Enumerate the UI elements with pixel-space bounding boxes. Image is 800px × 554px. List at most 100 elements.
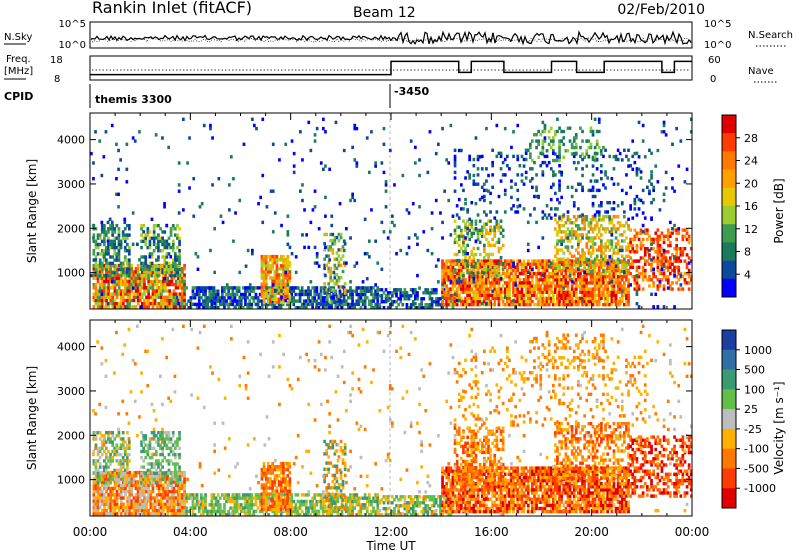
power-data-cell — [323, 242, 326, 246]
power-data-cell — [430, 306, 434, 310]
power-colorbar-label-5: 8 — [744, 246, 751, 259]
power-data-cell — [115, 142, 118, 146]
power-data-cell — [113, 286, 117, 290]
power-data-cell — [531, 293, 534, 297]
power-data-cell — [164, 301, 167, 306]
power-data-cell — [552, 139, 555, 143]
vel-data-cell — [94, 474, 98, 478]
power-data-cell — [160, 295, 163, 299]
power-data-cell — [128, 263, 132, 268]
power-data-cell — [109, 245, 112, 250]
power-data-cell — [618, 221, 622, 225]
power-data-cell — [136, 292, 140, 296]
power-data-cell — [485, 213, 488, 217]
power-data-cell — [124, 286, 127, 290]
power-data-cell — [227, 286, 230, 290]
power-data-cell — [275, 291, 279, 295]
power-data-cell — [560, 290, 563, 294]
power-data-cell — [483, 268, 486, 272]
power-data-cell — [464, 265, 467, 269]
power-data-cell — [292, 164, 296, 168]
power-data-cell — [470, 271, 474, 275]
power-data-cell — [585, 271, 589, 276]
power-data-cell — [529, 284, 532, 288]
vel-data-cell — [122, 505, 125, 510]
power-data-cell — [558, 183, 561, 187]
power-data-cell — [574, 299, 578, 304]
power-data-cell — [564, 263, 568, 267]
power-data-cell — [570, 152, 574, 156]
power-data-cell — [474, 302, 478, 307]
power-data-cell — [585, 281, 589, 285]
power-data-cell — [543, 302, 547, 307]
power-data-cell — [447, 290, 451, 294]
power-data-cell — [543, 123, 547, 128]
power-data-cell — [604, 186, 607, 190]
power-data-cell — [664, 133, 668, 137]
power-data-cell — [606, 284, 609, 288]
power-data-cell — [115, 267, 119, 271]
power-data-cell — [574, 133, 578, 137]
power-data-cell — [434, 198, 438, 203]
power-data-cell — [144, 264, 148, 269]
power-data-cell — [273, 306, 277, 310]
power-data-cell — [460, 183, 463, 187]
power-data-cell — [329, 245, 333, 249]
power-data-cell — [171, 242, 175, 247]
power-data-cell — [685, 167, 689, 171]
power-data-cell — [641, 275, 645, 279]
power-data-cell — [336, 299, 340, 303]
power-data-cell — [591, 129, 595, 134]
power-data-cell — [131, 286, 135, 290]
power-data-cell — [675, 259, 678, 263]
power-data-cell — [167, 236, 171, 240]
power-data-cell — [437, 303, 440, 307]
power-data-cell — [447, 268, 451, 273]
power-data-cell — [181, 295, 184, 299]
power-data-cell — [142, 255, 145, 259]
power-data-cell — [181, 276, 184, 280]
power-data-cell — [566, 215, 570, 219]
power-data-cell — [115, 292, 119, 296]
power-data-cell — [466, 227, 469, 231]
power-data-cell — [165, 223, 168, 228]
power-data-cell — [533, 290, 536, 294]
power-data-cell — [587, 145, 591, 150]
power-data-cell — [512, 259, 515, 263]
vel-data-cell — [96, 502, 100, 506]
power-data-cell — [635, 234, 639, 238]
power-data-cell — [562, 266, 566, 270]
power-data-cell — [581, 302, 584, 307]
power-data-cell — [337, 232, 341, 237]
vel-data-cell — [126, 470, 129, 475]
vel-data-cell — [128, 489, 132, 494]
power-data-cell — [508, 296, 511, 301]
vel-data-cell — [111, 508, 115, 513]
power-data-cell — [341, 245, 345, 249]
power-data-cell — [552, 173, 555, 178]
power-data-cell — [643, 155, 647, 159]
power-data-cell — [560, 173, 563, 177]
power-data-cell — [478, 302, 482, 307]
power-data-cell — [109, 270, 113, 274]
power-data-cell — [537, 195, 540, 200]
power-data-cell — [545, 265, 549, 269]
power-data-cell — [109, 298, 113, 303]
power-data-cell — [631, 216, 635, 220]
power-data-cell — [518, 290, 522, 294]
power-data-cell — [264, 273, 268, 277]
power-data-cell — [359, 292, 363, 297]
power-data-cell — [187, 299, 191, 303]
power-data-cell — [641, 265, 645, 269]
power-data-cell — [629, 240, 632, 245]
power-data-cell — [117, 242, 121, 247]
power-data-cell — [134, 276, 138, 280]
power-data-cell — [606, 287, 609, 291]
power-data-cell — [520, 287, 524, 291]
power-data-cell — [414, 145, 417, 150]
power-data-cell — [597, 265, 601, 269]
power-data-cell — [593, 151, 597, 155]
power-data-cell — [163, 239, 166, 243]
power-data-cell — [334, 302, 338, 307]
power-data-cell — [462, 234, 465, 238]
